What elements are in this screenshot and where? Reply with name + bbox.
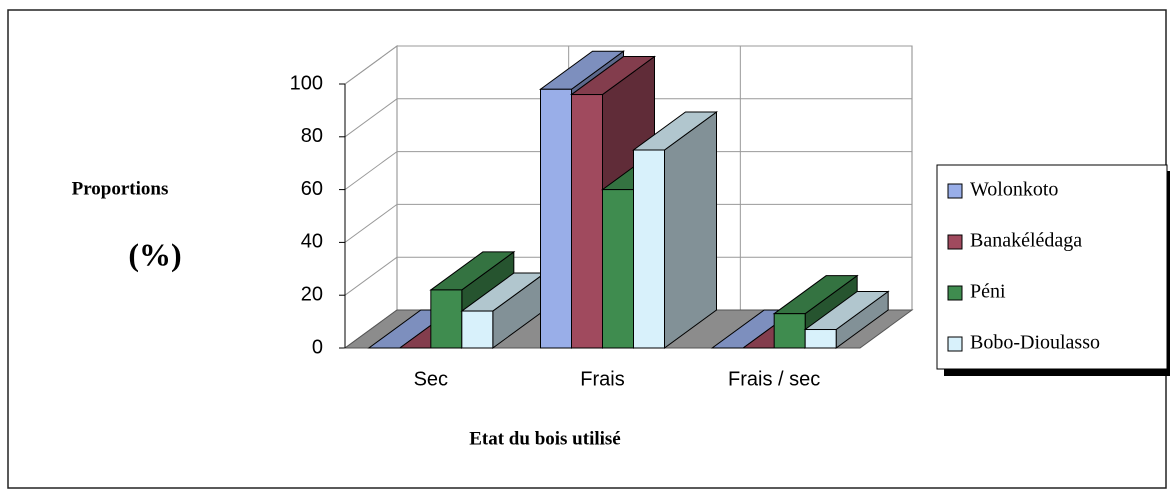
legend-swatch [947, 183, 963, 199]
x-tick-label: Sec [414, 368, 448, 390]
y-tick-label: 60 [301, 178, 323, 200]
y-tick-label: 80 [301, 125, 323, 147]
bar-front [633, 149, 665, 349]
bar-front [773, 313, 806, 349]
bar-front [461, 310, 494, 349]
bar-front [430, 289, 463, 349]
y-tick-label: 0 [312, 336, 323, 358]
bar-front [540, 88, 572, 349]
y-axis-unit: (%) [128, 236, 181, 272]
x-tick-label: Frais / sec [728, 368, 820, 390]
x-axis-title: Etat du bois utilisé [469, 428, 621, 449]
legend-label: Wolonkoto [970, 179, 1058, 201]
legend-swatch [947, 285, 963, 301]
y-axis-title: Proportions [72, 178, 169, 199]
bar-front [602, 189, 634, 349]
legend-label: Péni [970, 281, 1006, 303]
legend-swatch [947, 336, 963, 352]
bar-front [571, 94, 603, 349]
y-tick-label: 40 [301, 231, 323, 253]
legend [936, 164, 1168, 370]
bar [460, 272, 547, 349]
bar-front [804, 329, 837, 349]
grid-line [344, 151, 398, 191]
grid-line [344, 98, 398, 138]
grid-line [344, 256, 398, 296]
grid-line [344, 203, 398, 243]
bar-side [664, 111, 717, 349]
x-tick-label: Frais [580, 368, 624, 390]
legend-label: Bobo-Dioulasso [970, 332, 1100, 354]
bar [803, 290, 890, 349]
legend-swatch [947, 234, 963, 250]
legend-label: Banakélédaga [970, 230, 1082, 252]
grid-line [344, 45, 398, 85]
bar [631, 111, 719, 349]
side-wall [344, 45, 398, 349]
y-tick-label: 20 [301, 283, 323, 305]
y-tick-label: 100 [290, 72, 323, 94]
